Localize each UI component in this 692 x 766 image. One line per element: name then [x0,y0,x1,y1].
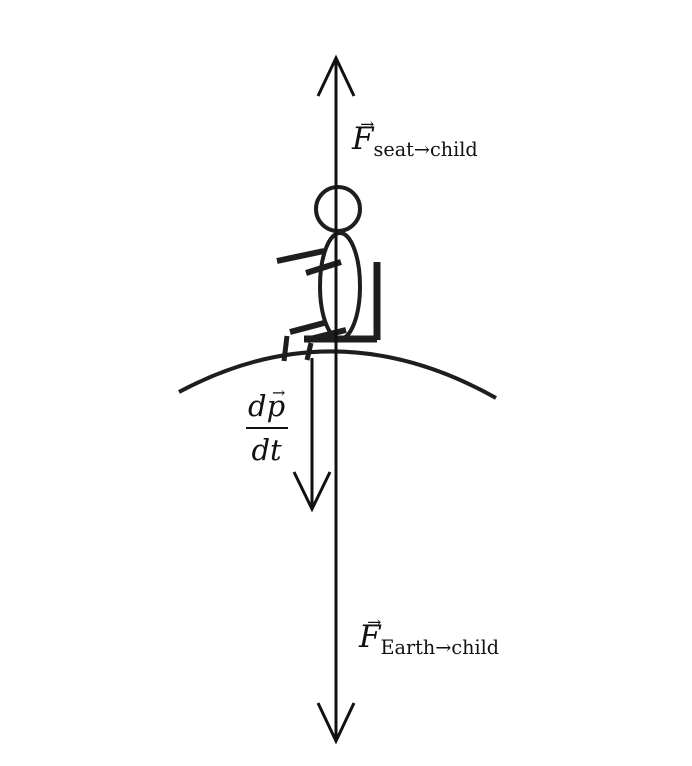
child-arm-upper [276,248,325,264]
child-body [318,231,362,341]
vector-arrow-icon: → [360,114,375,135]
force-earth-label: F → Earth→child [359,612,499,657]
force-earth-subscript: Earth→child [380,635,500,659]
momentum-fraction: dp → dt [244,383,289,467]
force-seat-subscript: seat→child [373,137,478,161]
seat [304,262,381,343]
child-head [314,185,362,233]
momentum-rate-label: dp → dt [244,383,289,467]
momentum-denominator: dt [251,432,282,467]
fraction-bar [245,427,288,429]
arrowhead-down [316,702,356,745]
vector-arrow-icon: → [367,612,382,633]
child-figure [276,185,362,362]
momentum-numerator: dp → [248,383,286,423]
child-thigh [289,320,325,335]
force-seat-label: F → seat→child [352,114,478,159]
vector-arrow-icon: → [271,383,286,403]
force-seat-symbol: F → [352,114,375,157]
child-leg-front [281,335,290,362]
force-earth-symbol: F → [359,612,382,655]
arrowhead-up [316,54,356,97]
momentum-arrowhead [292,471,332,513]
child-leg-back [304,342,314,361]
